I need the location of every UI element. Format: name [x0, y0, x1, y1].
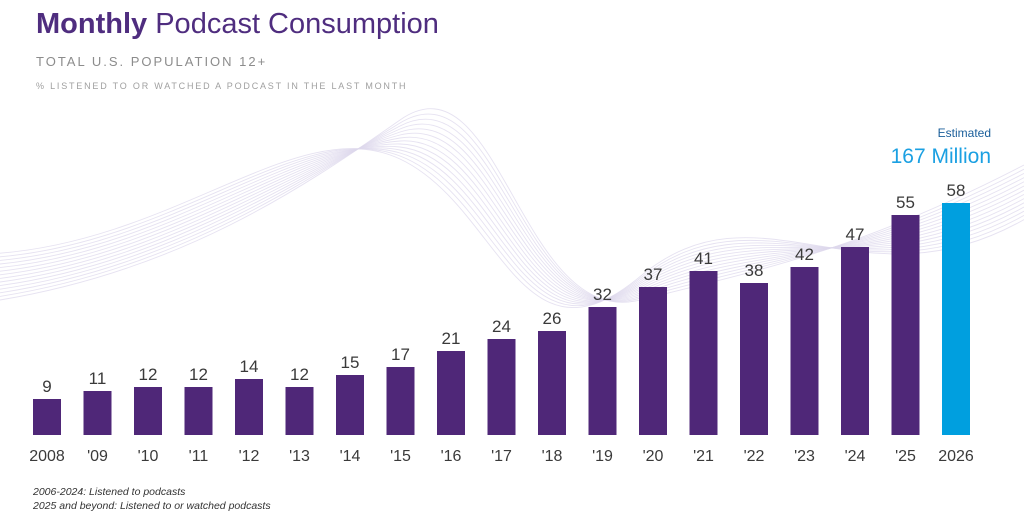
- x-tick-label: '10: [138, 448, 159, 465]
- x-tick-label: '20: [643, 448, 664, 465]
- data-label: 21: [442, 329, 461, 348]
- chart-measure-description: % LISTENED TO OR WATCHED A PODCAST IN TH…: [36, 81, 408, 91]
- x-tick-label: '24: [845, 448, 866, 465]
- wave-line: [0, 132, 1024, 301]
- x-tick-label: 2008: [29, 448, 65, 465]
- wave-line: [0, 113, 1024, 302]
- chart-title: Monthly Podcast Consumption: [36, 8, 439, 41]
- x-tick-label: '15: [390, 448, 411, 465]
- data-label: 12: [290, 365, 309, 384]
- bar: [790, 267, 819, 435]
- x-tick-label: '12: [239, 448, 260, 465]
- data-label: 47: [846, 225, 865, 244]
- data-label: 55: [896, 193, 915, 212]
- data-label: 9: [42, 377, 51, 396]
- data-label: 17: [391, 345, 410, 364]
- data-label: 24: [492, 317, 511, 336]
- x-tick-label: '23: [794, 448, 815, 465]
- x-tick-label: '25: [895, 448, 916, 465]
- wave-line: [0, 118, 1024, 302]
- bar: [487, 339, 516, 435]
- bar: [891, 215, 920, 435]
- wave-line: [0, 140, 1024, 301]
- data-label: 11: [89, 369, 107, 388]
- bar: [841, 247, 869, 435]
- wave-line: [0, 145, 1024, 302]
- wave-line: [0, 108, 1024, 303]
- x-tick-label: '13: [289, 448, 310, 465]
- chart-title-rest: Podcast Consumption: [155, 8, 439, 40]
- data-label: 14: [240, 357, 259, 376]
- bar: [639, 287, 667, 435]
- data-label: 58: [947, 181, 966, 200]
- data-label: 38: [745, 261, 764, 280]
- bar: [740, 283, 768, 435]
- chart-subtitle: TOTAL U.S. POPULATION 12+: [36, 54, 268, 69]
- wave-line: [0, 147, 1024, 304]
- estimated-value: 167 Million: [890, 145, 991, 168]
- wave-line: [0, 148, 1024, 307]
- wave-line: [0, 143, 1024, 302]
- wave-line: [0, 148, 1024, 308]
- x-tick-label: '21: [693, 448, 714, 465]
- x-tick-label: '17: [491, 448, 512, 465]
- data-label: 12: [139, 365, 158, 384]
- bar: [134, 387, 162, 435]
- footnotes: 2006-2024: Listened to podcasts 2025 and…: [33, 485, 271, 513]
- x-tick-label: '22: [744, 448, 765, 465]
- x-tick-label: 2026: [938, 448, 974, 465]
- wave-line: [0, 123, 1024, 301]
- bar: [285, 387, 314, 435]
- data-label: 42: [795, 245, 814, 264]
- x-tick-label: '11: [189, 448, 209, 465]
- wave-line: [0, 128, 1024, 301]
- wave-line: [0, 136, 1024, 301]
- bar: [689, 271, 718, 435]
- data-label: 26: [543, 309, 562, 328]
- bar: [437, 351, 465, 435]
- data-label: 41: [694, 249, 713, 268]
- bar-group: 9 2008 11 '09 12 '10 12 '11 14 '12 12 '13 15 '14 17 '15…: [29, 181, 974, 465]
- bar: [235, 379, 263, 435]
- bar: [83, 391, 112, 435]
- estimated-label: Estimated: [937, 126, 991, 140]
- data-label: 32: [593, 285, 612, 304]
- bar: [33, 399, 61, 435]
- x-tick-label: '16: [441, 448, 462, 465]
- footnote-line-2: 2025 and beyond: Listened to or watched …: [33, 500, 271, 512]
- bar: [538, 331, 566, 435]
- x-tick-label: '14: [340, 448, 361, 465]
- bar: [184, 387, 213, 435]
- data-label: 37: [644, 265, 663, 284]
- wave-line: [0, 148, 1024, 305]
- data-label: 12: [189, 365, 208, 384]
- bar: [942, 203, 970, 435]
- x-tick-label: '09: [87, 448, 108, 465]
- decorative-wave-lines: [0, 108, 1024, 308]
- bar: [336, 375, 364, 435]
- bar: [588, 307, 617, 435]
- footnote-line-1: 2006-2024: Listened to podcasts: [33, 486, 186, 498]
- x-tick-label: '19: [592, 448, 613, 465]
- chart-title-bold: Monthly: [36, 8, 148, 40]
- bar: [386, 367, 415, 435]
- data-label: 15: [341, 353, 360, 372]
- x-tick-label: '18: [542, 448, 563, 465]
